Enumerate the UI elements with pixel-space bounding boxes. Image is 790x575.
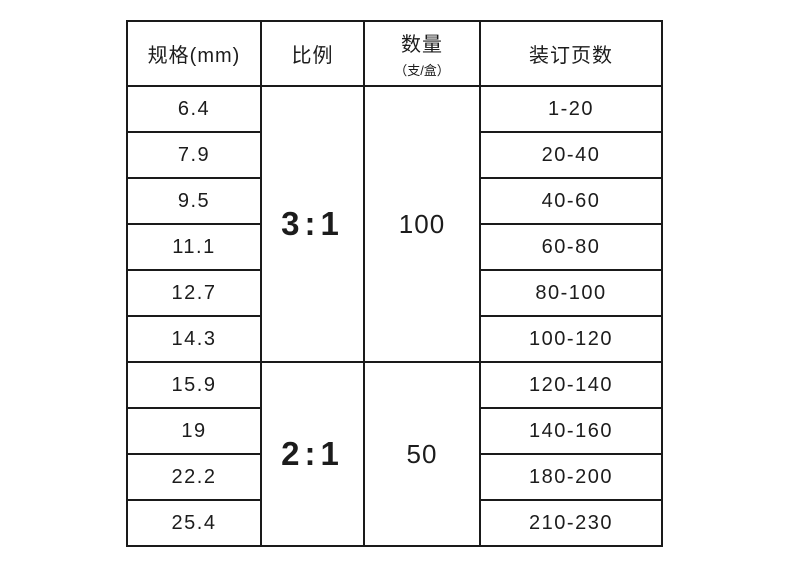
pages-cell: 80-100 — [479, 269, 663, 317]
table-row: 15.9 2:1 50 120-140 — [126, 361, 663, 547]
quantity-cell: 100 — [363, 85, 481, 363]
quantity-cell: 50 — [363, 361, 481, 547]
spec-cell: 25.4 — [126, 499, 262, 547]
pages-cell: 100-120 — [479, 315, 663, 363]
spec-cell: 11.1 — [126, 223, 262, 271]
pages-cell: 210-230 — [479, 499, 663, 547]
pages-cell: 120-140 — [479, 361, 663, 409]
spec-cell: 12.7 — [126, 269, 262, 317]
header-pages: 装订页数 — [479, 20, 663, 87]
spec-cell: 19 — [126, 407, 262, 455]
pages-cell: 20-40 — [479, 131, 663, 179]
ratio-cell: 2:1 — [260, 361, 365, 547]
table-row: 11.1 60-80 — [126, 223, 663, 271]
spec-cell: 9.5 — [126, 177, 262, 225]
ratio-cell: 3:1 — [260, 85, 365, 363]
table-row: 19 140-160 — [126, 407, 663, 455]
header-ratio: 比例 — [260, 20, 365, 87]
spec-cell: 7.9 — [126, 131, 262, 179]
spec-cell: 6.4 — [126, 85, 262, 133]
spec-cell: 14.3 — [126, 315, 262, 363]
header-spec-label: 规格(mm) — [147, 45, 241, 67]
binding-spec-table: 规格(mm) 比例 数量 （支/盒） 装订页数 6.4 3:1 100 — [126, 20, 663, 547]
pages-cell: 180-200 — [479, 453, 663, 501]
header-quantity-label: 数量 — [401, 34, 443, 56]
table-row: 12.7 80-100 — [126, 269, 663, 317]
header-row: 规格(mm) 比例 数量 （支/盒） 装订页数 — [126, 20, 663, 87]
table-row: 9.5 40-60 — [126, 177, 663, 225]
table-row: 22.2 180-200 — [126, 453, 663, 501]
header-quantity-unit: （支/盒） — [394, 63, 450, 78]
table-row: 6.4 3:1 100 1-20 — [126, 85, 663, 363]
pages-cell: 60-80 — [479, 223, 663, 271]
pages-cell: 1-20 — [479, 85, 663, 133]
table-row: 25.4 210-230 — [126, 499, 663, 547]
header-pages-label: 装订页数 — [529, 45, 613, 67]
spec-cell: 22.2 — [126, 453, 262, 501]
header-quantity: 数量 （支/盒） — [363, 20, 481, 87]
spec-cell: 15.9 — [126, 361, 262, 409]
table-row: 14.3 100-120 — [126, 315, 663, 363]
pages-cell: 40-60 — [479, 177, 663, 225]
header-ratio-label: 比例 — [291, 45, 334, 67]
pages-cell: 140-160 — [479, 407, 663, 455]
header-spec: 规格(mm) — [126, 20, 262, 87]
table-row: 7.9 20-40 — [126, 131, 663, 179]
